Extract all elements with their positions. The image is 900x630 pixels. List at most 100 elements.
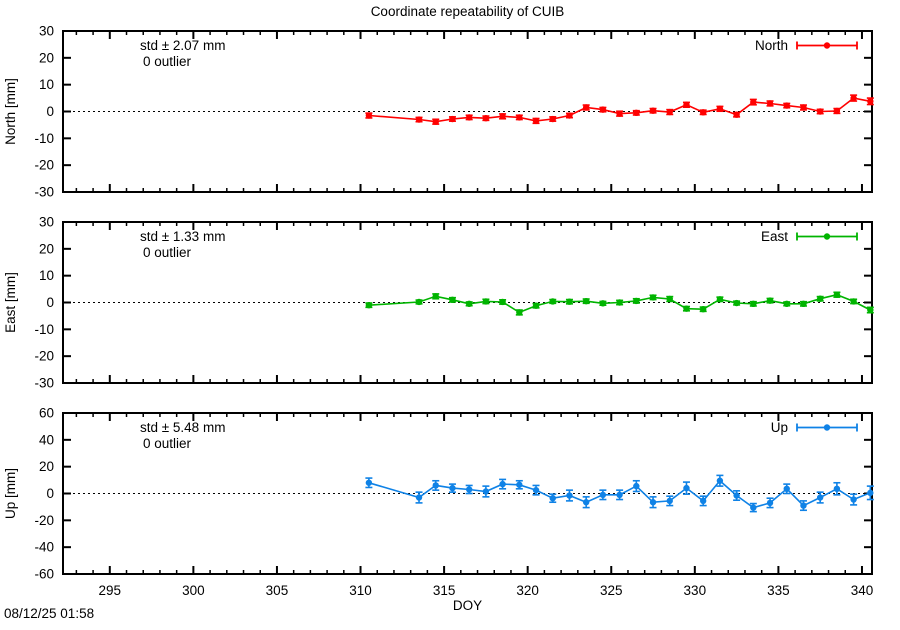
series-line [368, 97, 871, 123]
legend-sample-point [823, 42, 831, 49]
legend-label: Up [771, 420, 788, 435]
data-point [599, 491, 607, 499]
data-point [666, 295, 673, 303]
y-tick-label: -40 [34, 540, 54, 555]
data-point [649, 107, 657, 114]
data-point [482, 298, 490, 305]
y-tick-label: -30 [34, 185, 54, 200]
data-point [566, 112, 573, 119]
data-point [516, 481, 523, 488]
x-tick-label: 330 [684, 583, 707, 598]
y-tick-label: 10 [39, 268, 54, 283]
data-point [616, 299, 623, 306]
data-point [449, 296, 456, 304]
data-point [649, 294, 657, 301]
data-point [666, 108, 673, 116]
data-point [482, 488, 490, 495]
data-point [699, 497, 707, 505]
y-tick-label: 40 [39, 432, 54, 447]
up-series [365, 474, 874, 513]
data-point [750, 504, 757, 511]
data-point [449, 484, 456, 492]
y-tick-label: -20 [34, 158, 54, 173]
x-tick-label: 325 [600, 583, 623, 598]
chart-title: Coordinate repeatability of CUIB [370, 4, 565, 19]
y-tick-label: -60 [34, 567, 54, 582]
data-point [415, 298, 423, 306]
data-point [833, 485, 841, 493]
data-point [649, 499, 657, 506]
y-axis-up: -60 -40 -20 0 20 40 60 [34, 406, 872, 582]
data-point [666, 497, 673, 505]
data-point [683, 101, 690, 108]
data-point [833, 107, 841, 115]
outlier-annotation: 0 outlier [143, 54, 192, 69]
panel-frame [62, 221, 873, 384]
data-point [867, 306, 874, 314]
data-point [516, 114, 523, 121]
legend-north: North [755, 38, 858, 53]
data-point [850, 496, 857, 503]
data-point [850, 94, 857, 102]
x-tick-label: 320 [516, 583, 539, 598]
data-point [867, 98, 874, 105]
data-point [499, 298, 506, 306]
panel-up: -60 -40 -20 0 20 40 60 295 300 305 310 315 320 325 330… [3, 406, 874, 598]
y-tick-label: 0 [46, 486, 54, 501]
data-point [599, 300, 607, 307]
north-series [365, 94, 874, 125]
data-point [549, 115, 556, 123]
data-point [633, 482, 640, 490]
data-point [582, 104, 590, 111]
data-point [532, 302, 540, 309]
data-point [549, 494, 556, 502]
legend-up: Up [771, 420, 858, 435]
data-point [465, 486, 473, 493]
data-point [365, 479, 373, 486]
y-tick-label: 10 [39, 77, 54, 92]
y-tick-label: -10 [34, 322, 54, 337]
std-annotation: std ± 5.48 mm [140, 420, 225, 435]
y-tick-label: -10 [34, 131, 54, 146]
data-point [582, 297, 590, 305]
data-point [482, 115, 490, 122]
data-point [499, 480, 506, 488]
data-point [816, 108, 824, 115]
data-point [516, 309, 523, 316]
data-point [465, 114, 473, 121]
y-tick-label: 0 [46, 295, 54, 310]
data-point [633, 109, 640, 117]
std-annotation: std ± 2.07 mm [140, 38, 225, 53]
data-point [699, 109, 707, 116]
x-tick-label: 310 [349, 583, 372, 598]
data-point [633, 297, 640, 305]
data-point [716, 296, 724, 303]
panel-east: -30 -20 -10 0 10 20 30 East [mm] std ± 1.33 mm0 … [3, 215, 874, 391]
y-tick-label: 20 [39, 459, 54, 474]
data-point [683, 305, 690, 312]
data-point [716, 477, 724, 484]
data-point [599, 106, 607, 113]
y-tick-label: -20 [34, 349, 54, 364]
data-point [449, 115, 456, 123]
outlier-annotation: 0 outlier [143, 245, 192, 260]
data-point [733, 299, 740, 307]
data-point [850, 298, 857, 305]
y-tick-label: -20 [34, 513, 54, 528]
y-axis-title: East [mm] [3, 272, 18, 333]
data-point [415, 494, 423, 501]
data-point [733, 111, 740, 118]
data-point [566, 492, 573, 499]
data-point [365, 112, 373, 119]
data-point [800, 502, 807, 509]
data-point [432, 118, 439, 125]
data-point [532, 117, 540, 125]
legend-sample-point [823, 233, 831, 240]
data-point [549, 298, 556, 305]
std-annotation: std ± 1.33 mm [140, 229, 225, 244]
y-tick-label: 20 [39, 50, 54, 65]
data-point [616, 491, 623, 499]
data-point [432, 293, 439, 300]
